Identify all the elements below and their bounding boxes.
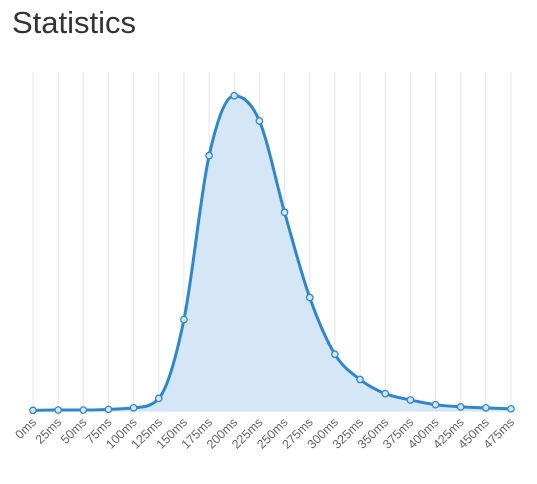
data-point-25ms <box>54 406 63 414</box>
x-axis-tick-labels: 0ms25ms50ms75ms100ms125ms150ms175ms200ms… <box>13 415 518 451</box>
distribution-line <box>31 94 513 412</box>
data-point-200ms <box>230 91 239 100</box>
data-point-250ms <box>280 208 289 217</box>
data-point-425ms <box>456 403 465 411</box>
data-point-0ms <box>29 406 37 415</box>
data-point-475ms <box>507 404 515 413</box>
data-point-75ms <box>104 405 113 414</box>
data-point-225ms <box>255 117 264 125</box>
distribution-area <box>33 95 511 411</box>
data-point-350ms <box>381 389 390 398</box>
data-point-300ms <box>331 350 339 359</box>
data-points <box>29 91 515 415</box>
data-point-50ms <box>79 406 88 414</box>
data-point-175ms <box>205 151 213 160</box>
page-title: Statistics <box>12 5 137 40</box>
data-point-325ms <box>356 375 364 384</box>
data-point-275ms <box>305 293 314 302</box>
data-point-400ms <box>431 400 440 409</box>
x-tick-label: 50ms <box>58 415 90 447</box>
data-point-125ms <box>154 394 163 403</box>
data-point-150ms <box>180 315 188 324</box>
data-point-375ms <box>406 396 415 404</box>
data-point-450ms <box>481 403 490 412</box>
x-tick-label: 25ms <box>33 415 65 447</box>
data-point-100ms <box>129 403 138 412</box>
